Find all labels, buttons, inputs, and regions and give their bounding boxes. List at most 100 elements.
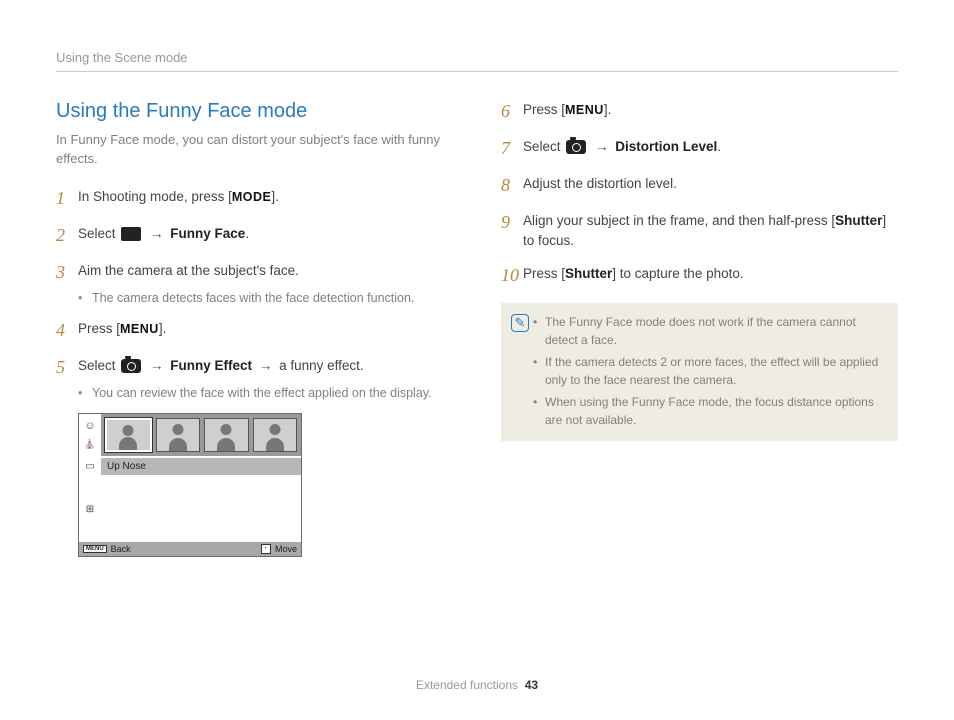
text-bold: Funny Face: [170, 226, 245, 241]
camera-icon: [566, 140, 586, 154]
thumb-4: [253, 418, 298, 452]
text: ].: [271, 189, 279, 204]
text-bold: Shutter: [565, 266, 612, 281]
text: Press [: [78, 321, 120, 336]
step-4: 4 Press [MENU].: [56, 319, 453, 344]
thumb-1: [105, 418, 152, 452]
text-bold: Shutter: [835, 213, 882, 228]
arrow-icon: →: [252, 358, 279, 373]
step-num: 5: [56, 354, 78, 381]
step-body: Press [MENU].: [78, 319, 453, 339]
step-num: 8: [501, 172, 523, 199]
menu-chip: MENU: [83, 545, 107, 553]
text: Select: [78, 358, 119, 373]
mock-label-row: ▭ Up Nose: [79, 456, 301, 478]
text-bold: Distortion Level: [615, 139, 717, 154]
note-list: • The Funny Face mode does not work if t…: [533, 313, 886, 429]
step-body: Select → Funny Effect → a funny effect.: [78, 356, 453, 376]
note-item: • If the camera detects 2 or more faces,…: [533, 353, 886, 389]
thumb-2: [156, 418, 201, 452]
text: Press [: [523, 102, 565, 117]
menu-key: MENU: [565, 103, 604, 117]
text: Select: [523, 139, 564, 154]
mock-thumbs: [101, 414, 301, 456]
back-label: Back: [111, 544, 131, 554]
page-footer: Extended functions 43: [0, 678, 954, 692]
move-label: Move: [275, 544, 297, 554]
step-num: 1: [56, 185, 78, 212]
step-10: 10 Press [Shutter] to capture the photo.: [501, 264, 898, 289]
step-7: 7 Select → Distortion Level.: [501, 137, 898, 162]
note-text: When using the Funny Face mode, the focu…: [545, 393, 886, 429]
text: .: [717, 139, 721, 154]
bullet-icon: •: [533, 393, 545, 429]
note-text: If the camera detects 2 or more faces, t…: [545, 353, 886, 389]
step-num: 6: [501, 98, 523, 125]
card-icon: ▭: [79, 458, 101, 476]
step-5-sub: • You can review the face with the effec…: [78, 385, 453, 403]
footer-section: Extended functions: [416, 678, 518, 692]
move-icon: [261, 544, 271, 554]
column-left: Using the Funny Face mode In Funny Face …: [56, 100, 453, 557]
step-3: 3 Aim the camera at the subject's face.: [56, 261, 453, 286]
sub-text: The camera detects faces with the face d…: [92, 290, 453, 308]
bullet-icon: •: [533, 353, 545, 389]
text: Press [: [523, 266, 565, 281]
text-bold: Funny Effect: [170, 358, 252, 373]
arrow-icon: →: [143, 226, 170, 241]
mock-blank: [101, 478, 301, 542]
sub-text: You can review the face with the effect …: [92, 385, 453, 403]
step-body: In Shooting mode, press [MODE].: [78, 187, 453, 207]
text: ] to capture the photo.: [612, 266, 743, 281]
step-3-sub: • The camera detects faces with the face…: [78, 290, 453, 308]
bullet-icon: •: [533, 313, 545, 349]
note-icon: ✎: [511, 311, 533, 429]
note-item: • When using the Funny Face mode, the fo…: [533, 393, 886, 429]
step-num: 3: [56, 259, 78, 286]
step-num: 2: [56, 222, 78, 249]
step-body: Adjust the distortion level.: [523, 174, 898, 194]
text: Select: [78, 226, 119, 241]
page: Using the Scene mode Using the Funny Fac…: [0, 0, 954, 587]
step-8: 8 Adjust the distortion level.: [501, 174, 898, 199]
mock-sidebar: ⊞: [79, 499, 101, 521]
group-icon: ⛪: [79, 435, 101, 453]
text: Align your subject in the frame, and the…: [523, 213, 835, 228]
header-rule: [56, 71, 898, 72]
step-2: 2 Select → Funny Face.: [56, 224, 453, 249]
step-1: 1 In Shooting mode, press [MODE].: [56, 187, 453, 212]
scene-icon: [121, 227, 141, 241]
step-body: Select → Distortion Level.: [523, 137, 898, 157]
step-num: 10: [501, 262, 523, 289]
columns: Using the Funny Face mode In Funny Face …: [56, 100, 898, 557]
section-intro: In Funny Face mode, you can distort your…: [56, 131, 453, 169]
step-9: 9 Align your subject in the frame, and t…: [501, 211, 898, 252]
mock-footer: MENU Back Move: [79, 542, 301, 556]
note-item: • The Funny Face mode does not work if t…: [533, 313, 886, 349]
step-body: Press [Shutter] to capture the photo.: [523, 264, 898, 284]
column-right: 6 Press [MENU]. 7 Select → Distortion Le…: [501, 100, 898, 557]
effect-label: Up Nose: [101, 458, 301, 475]
step-num: 7: [501, 135, 523, 162]
text: .: [245, 226, 249, 241]
text: ].: [159, 321, 167, 336]
text: ].: [604, 102, 612, 117]
text: In Shooting mode, press [: [78, 189, 232, 204]
person-icon: ☺: [79, 417, 101, 435]
step-body: Press [MENU].: [523, 100, 898, 120]
step-body: Select → Funny Face.: [78, 224, 453, 244]
grid-icon: ⊞: [79, 501, 101, 519]
camera-screen-mock: ☺ ⛪ ▭ Up Nose: [78, 413, 302, 557]
camera-icon: [121, 359, 141, 373]
mock-sidebar: ▭: [79, 456, 101, 478]
note-box: ✎ • The Funny Face mode does not work if…: [501, 303, 898, 441]
step-num: 4: [56, 317, 78, 344]
step-5: 5 Select → Funny Effect → a funny effect…: [56, 356, 453, 381]
text: a funny effect.: [279, 358, 364, 373]
mode-key: MODE: [232, 190, 272, 204]
step-body: Aim the camera at the subject's face.: [78, 261, 453, 281]
thumb-3: [204, 418, 249, 452]
note-text: The Funny Face mode does not work if the…: [545, 313, 886, 349]
step-6: 6 Press [MENU].: [501, 100, 898, 125]
step-num: 9: [501, 209, 523, 236]
